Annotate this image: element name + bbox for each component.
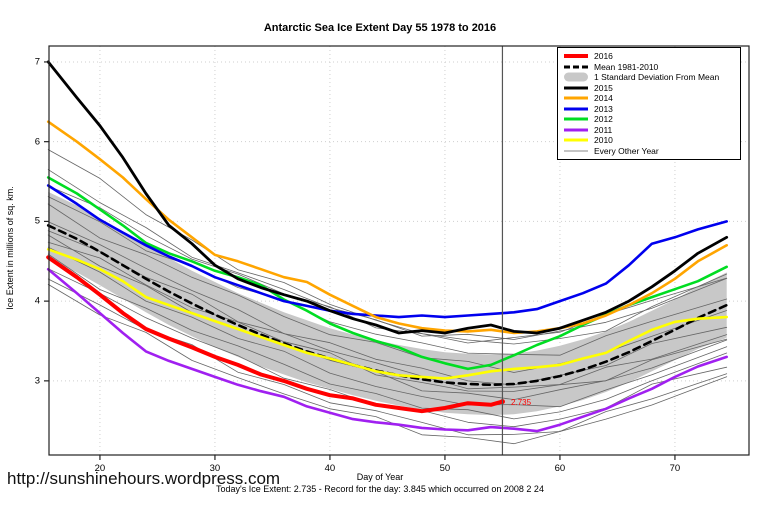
plot-frame bbox=[48, 45, 750, 456]
every-other-year-line bbox=[47, 241, 728, 392]
legend-item-2014: 2014 bbox=[564, 93, 740, 104]
x-tick-label: 60 bbox=[554, 463, 566, 474]
series-2014 bbox=[46, 120, 729, 335]
stddev-band bbox=[48, 191, 727, 416]
legend-swatch-line bbox=[564, 54, 588, 59]
series-2011 bbox=[46, 267, 729, 433]
legend-swatch-line bbox=[564, 128, 588, 132]
legend-item-2010: 2010 bbox=[564, 135, 740, 146]
legend-swatch-line bbox=[564, 72, 588, 82]
legend-item-mean: Mean 1981-2010 bbox=[564, 62, 740, 73]
current-value-annotation: 2.735 bbox=[511, 397, 532, 407]
series-2016 bbox=[46, 255, 505, 414]
legend-swatch-mean bbox=[564, 62, 588, 72]
legend-swatch-2016 bbox=[564, 51, 588, 61]
every-other-year-line bbox=[47, 230, 728, 390]
series-2015 bbox=[46, 60, 729, 335]
legend-swatch-2010 bbox=[564, 135, 588, 145]
legend-item-2011: 2011 bbox=[564, 125, 740, 136]
legend-swatch-line bbox=[564, 96, 588, 100]
series-2013 bbox=[46, 184, 729, 319]
legend-swatch-line bbox=[564, 150, 588, 152]
x-tick-label: 30 bbox=[209, 463, 221, 474]
y-axis-label: Ice Extent in millions of sq. km. bbox=[5, 186, 15, 310]
y-tick-label: 6 bbox=[34, 136, 40, 148]
legend-item-2012: 2012 bbox=[564, 114, 740, 125]
every-other-year-line bbox=[47, 169, 728, 340]
legend-swatch-2013 bbox=[564, 104, 588, 114]
legend-item-2016: 2016 bbox=[564, 51, 740, 62]
legend-item-stddev: 1 Standard Deviation From Mean bbox=[564, 72, 740, 83]
every-other-year-line bbox=[47, 246, 728, 408]
legend-swatch-2014 bbox=[564, 93, 588, 103]
legend-item-2015: 2015 bbox=[564, 83, 740, 94]
legend-swatch-2015 bbox=[564, 83, 588, 93]
series-2010 bbox=[46, 248, 729, 380]
chart-subtitle: Today's Ice Extent: 2.735 - Record for t… bbox=[216, 484, 544, 494]
y-tick-label: 5 bbox=[34, 215, 40, 227]
y-tick-label: 4 bbox=[34, 295, 40, 307]
legend-swatch-line bbox=[564, 86, 588, 90]
every-other-year-line bbox=[47, 221, 728, 386]
x-axis-label: Day of Year bbox=[356, 472, 404, 482]
x-tick-label: 20 bbox=[94, 463, 106, 474]
legend-item-2013: 2013 bbox=[564, 104, 740, 115]
every-other-year-line bbox=[47, 185, 728, 345]
every-other-year-line bbox=[47, 283, 728, 445]
every-other-year-line bbox=[47, 253, 728, 420]
y-tick-label: 3 bbox=[34, 375, 40, 387]
legend-swatch-line bbox=[564, 107, 588, 111]
source-url-link[interactable]: http://sunshinehours.wordpress.com bbox=[7, 469, 281, 488]
every-other-year-line bbox=[47, 196, 728, 356]
legend-swatch-2011 bbox=[564, 125, 588, 135]
legend-item-every-other-year: Every Other Year bbox=[564, 146, 740, 157]
x-tick-label: 70 bbox=[669, 463, 681, 474]
x-tick-label: 50 bbox=[439, 463, 451, 474]
y-tick-label: 7 bbox=[34, 56, 40, 68]
legend-swatch-stddev bbox=[564, 72, 588, 82]
legend-swatch-every-other-year bbox=[564, 146, 588, 156]
legend-swatch-line bbox=[564, 65, 588, 69]
x-tick-label: 40 bbox=[324, 463, 336, 474]
chart-title: Antarctic Sea Ice Extent Day 55 1978 to … bbox=[263, 22, 497, 34]
legend-swatch-2012 bbox=[564, 114, 588, 124]
legend-box: 2016 Mean 1981-2010 1 Standard Deviation… bbox=[557, 47, 741, 160]
legend-swatch-line bbox=[564, 117, 588, 121]
legend-swatch-line bbox=[564, 138, 588, 142]
